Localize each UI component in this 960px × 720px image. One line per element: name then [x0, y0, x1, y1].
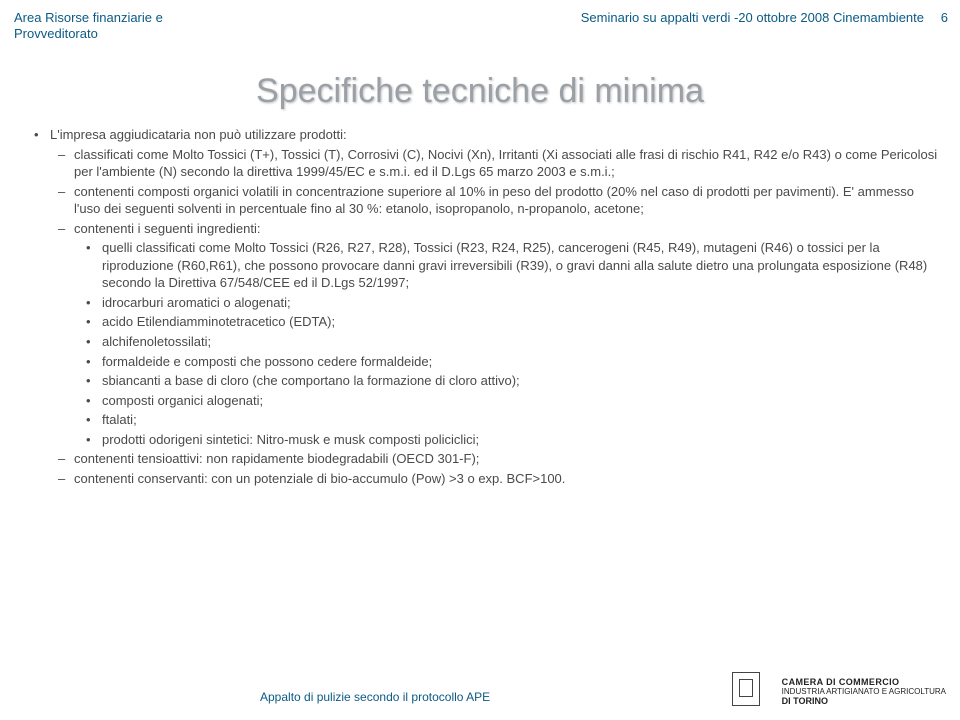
- header-department: Area Risorse finanziarie e Provveditorat…: [14, 10, 163, 43]
- chamber-logo-icon: [732, 672, 760, 706]
- bullet-classificati: classificati come Molto Tossici (T+), To…: [54, 146, 942, 181]
- dept-line-2: Provveditorato: [14, 26, 163, 42]
- slide-content: L'impresa aggiudicataria non può utilizz…: [30, 126, 942, 489]
- chamber-line-1: CAMERA DI COMMERCIO: [782, 677, 946, 687]
- bullet-ftalati: ftalati;: [82, 411, 942, 429]
- chamber-line-3: DI TORINO: [782, 696, 946, 706]
- bullet-sbiancanti: sbiancanti a base di cloro (che comporta…: [82, 372, 942, 390]
- page-number: 6: [941, 10, 948, 25]
- bullet-classif-r: quelli classificati come Molto Tossici (…: [82, 239, 942, 292]
- bullet-intro: L'impresa aggiudicataria non può utilizz…: [30, 126, 942, 144]
- bullet-voc: contenenti composti organici volatili in…: [54, 183, 942, 218]
- bullet-odorigeni: prodotti odorigeni sintetici: Nitro-musk…: [82, 431, 942, 449]
- bullet-idrocarburi: idrocarburi aromatici o alogenati;: [82, 294, 942, 312]
- footer-chamber: CAMERA DI COMMERCIO INDUSTRIA ARTIGIANAT…: [782, 677, 946, 706]
- page-title: Specifiche tecniche di minima: [0, 72, 960, 111]
- bullet-alogenati: composti organici alogenati;: [82, 392, 942, 410]
- bullet-tensioattivi: contenenti tensioattivi: non rapidamente…: [54, 450, 942, 468]
- bullet-alchifenol: alchifenoletossilati;: [82, 333, 942, 351]
- bullet-edta: acido Etilendiamminotetracetico (EDTA);: [82, 313, 942, 331]
- bullet-formaldeide: formaldeide e composti che possono ceder…: [82, 353, 942, 371]
- header-seminar: Seminario su appalti verdi -20 ottobre 2…: [581, 10, 924, 25]
- footer-protocol: Appalto di pulizie secondo il protocollo…: [260, 690, 490, 704]
- bullet-ingredienti: contenenti i seguenti ingredienti:: [54, 220, 942, 238]
- dept-line-1: Area Risorse finanziarie e: [14, 10, 163, 26]
- bullet-conservanti: contenenti conservanti: con un potenzial…: [54, 470, 942, 488]
- chamber-line-2: INDUSTRIA ARTIGIANATO E AGRICOLTURA: [782, 687, 946, 696]
